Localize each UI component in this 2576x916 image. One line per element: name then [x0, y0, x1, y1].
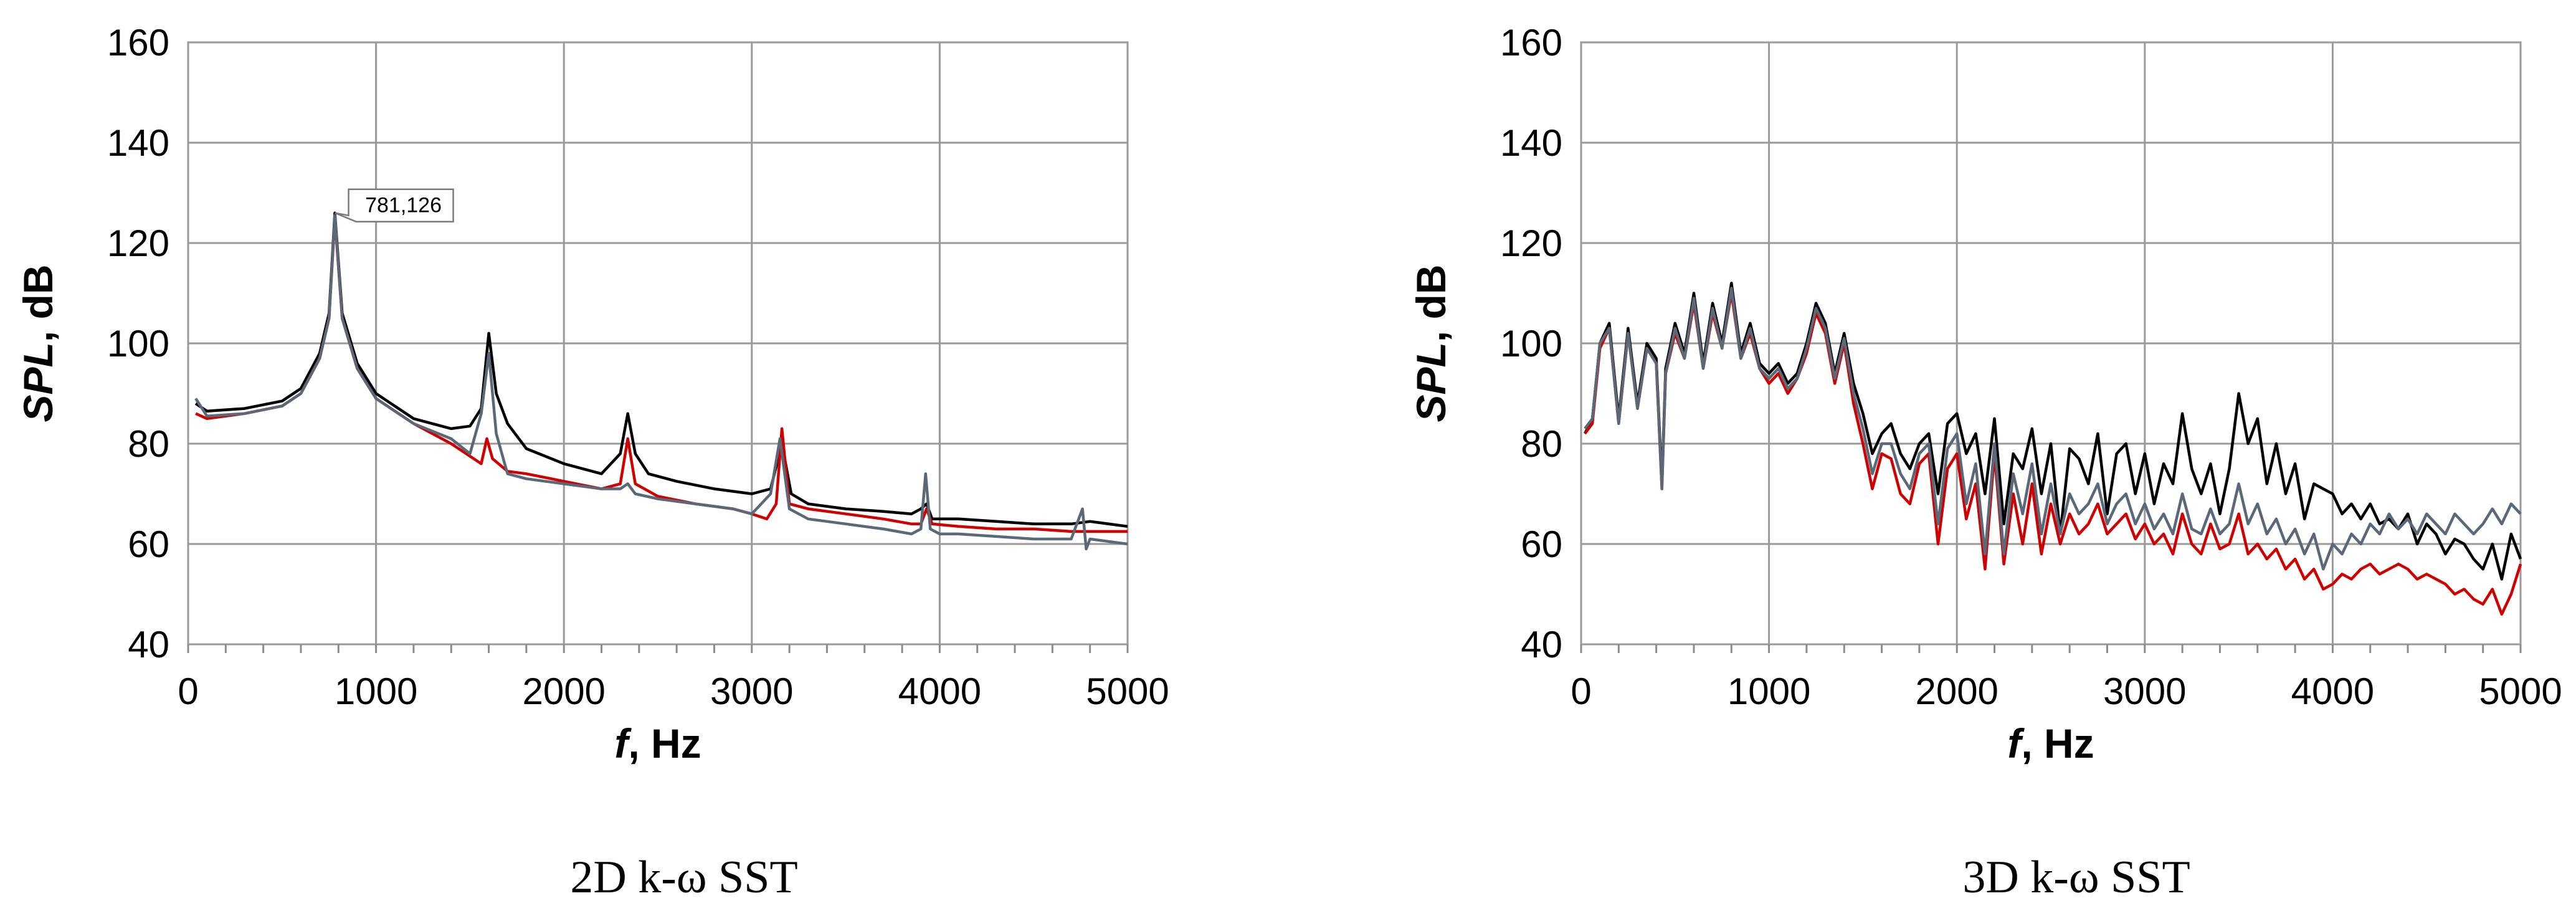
- x-axis-label: f, Hz: [614, 720, 701, 766]
- x-tick-label: 4000: [2291, 670, 2374, 712]
- y-axis-label: SPL, dB: [1408, 264, 1454, 422]
- y-tick-label: 40: [128, 624, 169, 666]
- y-tick-label: 140: [107, 122, 169, 164]
- y-axis-label-symbol: SPL: [1408, 342, 1454, 422]
- y-tick-label: 120: [107, 222, 169, 264]
- series-line-1: [194, 211, 1128, 528]
- data-callout-label: 781,126: [365, 194, 442, 217]
- y-tick-label: 160: [1500, 22, 1562, 64]
- panel-caption: 3D k-ω SST: [1962, 852, 2190, 903]
- data-callout-box: [335, 188, 454, 222]
- y-tick-label: 60: [1521, 523, 1562, 565]
- y-tick-label: 100: [1500, 323, 1562, 365]
- chart-panel-2: 40 60 80 100 120 140 160 0 1000 2000 3000 4000 5000 f…: [1408, 22, 2562, 903]
- y-tick-label: 80: [128, 423, 169, 465]
- x-axis-label-unit: , Hz: [2021, 720, 2094, 766]
- x-tick-label: 2000: [1915, 670, 1998, 712]
- y-axis-label-unit: , dB: [1408, 264, 1454, 342]
- x-axis-label: f, Hz: [2007, 720, 2094, 766]
- y-tick-label: 80: [1521, 423, 1562, 465]
- x-tick-label: 1000: [335, 670, 417, 712]
- y-tick-label: 120: [1500, 222, 1562, 264]
- y-axis-label-unit: , dB: [15, 264, 61, 342]
- x-tick-label: 3000: [710, 670, 793, 712]
- x-tick-label: 1000: [1728, 670, 1810, 712]
- y-tick-label: 40: [1521, 624, 1562, 666]
- series-line-3: [1584, 287, 2522, 571]
- y-tick-label: 60: [128, 523, 169, 565]
- y-tick-label: 140: [1500, 122, 1562, 164]
- x-tick-label: 0: [1571, 670, 1591, 712]
- x-tick-label: 3000: [2103, 670, 2186, 712]
- x-tick-label: 4000: [898, 670, 981, 712]
- y-tick-label: 160: [107, 22, 169, 64]
- panel-caption: 2D k-ω SST: [570, 852, 797, 903]
- y-axis-label-symbol: SPL: [15, 342, 61, 422]
- x-tick-label: 2000: [522, 670, 605, 712]
- y-axis-label: SPL, dB: [15, 264, 61, 422]
- series-line-3: [194, 214, 1128, 551]
- x-tick-label: 5000: [2479, 670, 2562, 712]
- series-line-2: [195, 216, 1128, 533]
- chart-panel-1: 40 60 80 100 120 140 160 0 1000 2000 3000 4000 5000 f…: [15, 22, 1169, 903]
- x-tick-label: 5000: [1086, 670, 1169, 712]
- y-tick-label: 100: [107, 323, 169, 365]
- x-tick-label: 0: [178, 670, 198, 712]
- x-axis-label-unit: , Hz: [628, 720, 701, 766]
